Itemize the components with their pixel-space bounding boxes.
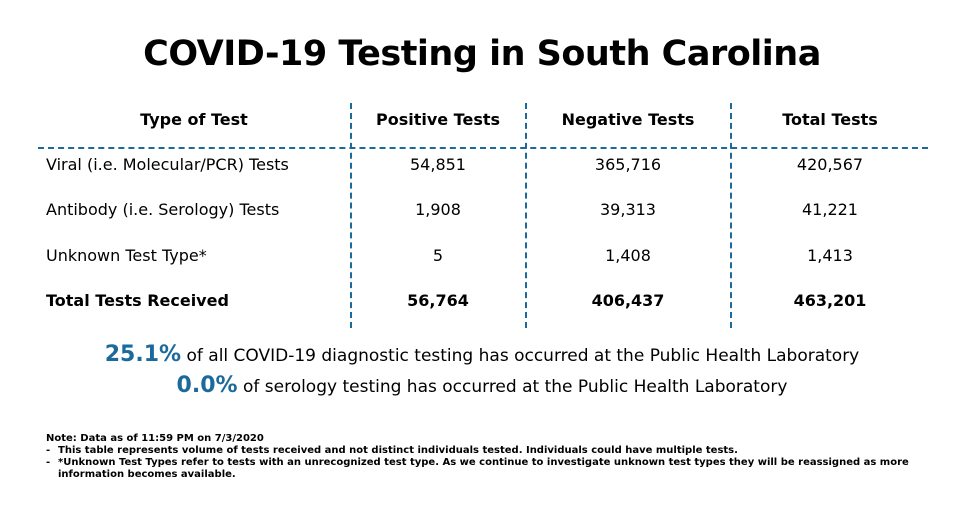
note-text: This table represents volume of tests re… — [58, 445, 738, 456]
row-total: 463,201 — [793, 291, 867, 310]
row-test-type: Antibody (i.e. Serology) Tests — [46, 200, 280, 219]
note-heading: Note: Data as of 11:59 PM on 7/3/2020 — [46, 433, 264, 444]
row-negative: 406,437 — [591, 291, 665, 310]
row-positive: 56,764 — [407, 291, 469, 310]
header-positive-tests: Positive Tests — [375, 110, 501, 129]
row-negative: 1,408 — [605, 246, 651, 265]
footnotes: Note: Data as of 11:59 PM on 7/3/2020 - … — [46, 433, 926, 481]
column-divider — [730, 103, 732, 328]
phl-diagnostic-stat: 25.1% of all COVID-19 diagnostic testing… — [0, 342, 964, 367]
header-total-tests: Total Tests — [782, 110, 878, 129]
column-divider — [525, 103, 527, 328]
row-total: 1,413 — [807, 246, 853, 265]
stat-text: of serology testing has occurred at the … — [237, 377, 788, 397]
note-bullet: - — [46, 457, 51, 468]
header-divider — [38, 147, 928, 149]
phl-serology-stat: 0.0% of serology testing has occurred at… — [0, 373, 964, 398]
stat-text: of all COVID-19 diagnostic testing has o… — [181, 346, 860, 366]
row-negative: 365,716 — [594, 155, 662, 174]
column-divider — [350, 103, 352, 328]
row-total: 420,567 — [796, 155, 864, 174]
testing-table: Type of Test Positive Tests Negative Tes… — [38, 0, 928, 513]
stat-percent: 0.0% — [176, 373, 238, 398]
row-positive: 5 — [432, 246, 444, 265]
note-text: *Unknown Test Types refer to tests with … — [58, 457, 909, 480]
row-positive: 54,851 — [410, 155, 466, 174]
note-item: - This table represents volume of tests … — [46, 445, 926, 457]
note-bullet: - — [46, 445, 51, 456]
page-title: COVID-19 Testing in South Carolina — [143, 34, 821, 74]
header-type-of-test: Type of Test — [140, 110, 248, 129]
row-test-type: Unknown Test Type* — [46, 246, 207, 265]
stat-percent: 25.1% — [104, 342, 182, 367]
row-test-type: Total Tests Received — [46, 291, 229, 310]
row-total: 41,221 — [802, 200, 858, 219]
row-positive: 1,908 — [415, 200, 461, 219]
row-test-type: Viral (i.e. Molecular/PCR) Tests — [46, 155, 289, 174]
header-negative-tests: Negative Tests — [561, 110, 695, 129]
note-item: - *Unknown Test Types refer to tests wit… — [46, 457, 926, 481]
row-negative: 39,313 — [600, 200, 656, 219]
